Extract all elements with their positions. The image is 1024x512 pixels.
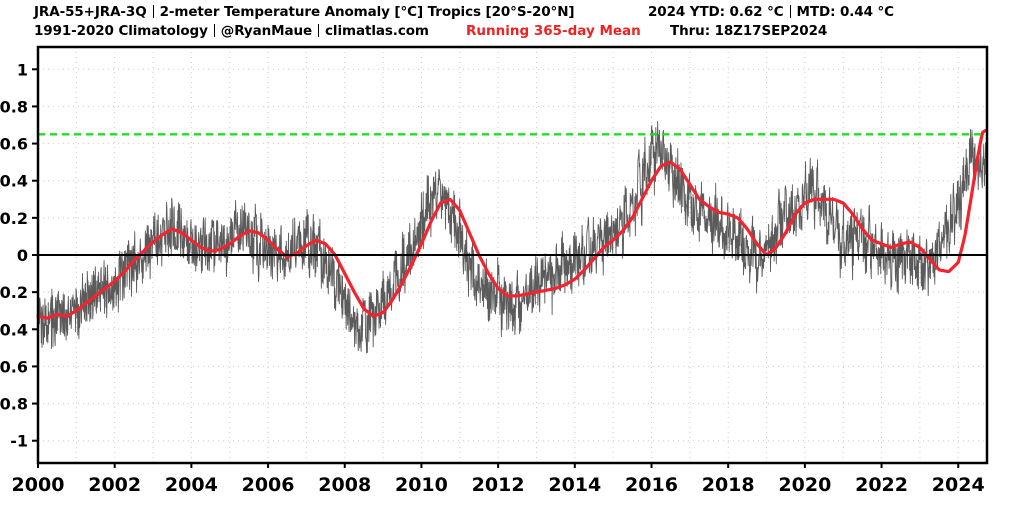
header-subtitle-line: 1991-2020 Climatology @RyanMaue climatlas.… <box>34 23 429 39</box>
svg-text:-1: -1 <box>10 432 28 451</box>
y-axis-labels: -1 -0.8 -0.6 -0.4 -0.2 0 0.2 0.4 0.6 0.8 1 <box>0 60 28 450</box>
svg-text:2006: 2006 <box>242 474 295 496</box>
variable-label: 2-meter Temperature Anomaly [°C] Tropics… <box>159 4 575 20</box>
svg-text:-0.6: -0.6 <box>0 357 28 376</box>
svg-text:2008: 2008 <box>318 474 371 496</box>
svg-text:-0.2: -0.2 <box>0 283 28 302</box>
svg-text:2018: 2018 <box>702 474 755 496</box>
svg-text:2000: 2000 <box>12 474 65 496</box>
svg-text:2004: 2004 <box>165 474 218 496</box>
title-separator-3 <box>318 24 320 37</box>
svg-text:2002: 2002 <box>88 474 141 496</box>
site-link[interactable]: climatlas.com <box>325 23 429 39</box>
reference-lines <box>38 133 987 256</box>
svg-text:0: 0 <box>17 246 28 265</box>
ytd-value: 2024 YTD: 0.62 °C <box>648 4 784 20</box>
svg-text:-0.8: -0.8 <box>0 395 28 414</box>
plot-frame <box>36 45 989 465</box>
stats-separator <box>789 5 791 18</box>
svg-text:0.8: 0.8 <box>0 97 28 116</box>
svg-text:0.4: 0.4 <box>0 172 28 191</box>
data-series <box>36 120 988 354</box>
header-title-line: JRA-55+JRA-3Q 2-meter Temperature Anomaly… <box>34 4 575 20</box>
title-separator-1 <box>152 5 154 18</box>
axis-ticks <box>32 68 960 468</box>
running-mean-legend-note: Running 365-day Mean <box>466 23 641 39</box>
svg-text:2016: 2016 <box>625 474 678 496</box>
svg-text:2024: 2024 <box>932 474 985 496</box>
svg-text:2010: 2010 <box>395 474 448 496</box>
author-handle: @RyanMaue <box>220 23 313 39</box>
chart-header: JRA-55+JRA-3Q 2-meter Temperature Anomaly… <box>0 0 1024 46</box>
svg-text:1: 1 <box>17 60 28 79</box>
svg-text:0.6: 0.6 <box>0 135 28 154</box>
mtd-value: MTD: 0.44 °C <box>796 4 895 20</box>
svg-text:0.2: 0.2 <box>0 209 28 228</box>
header-stats-line: 2024 YTD: 0.62 °C MTD: 0.44 °C <box>648 4 894 20</box>
x-axis-labels: 2000 2002 2004 2006 2008 2010 2012 2014 2016 2018… <box>12 474 985 496</box>
header-thru-line: Thru: 18Z17SEP2024 <box>670 23 828 39</box>
svg-text:-0.4: -0.4 <box>0 320 28 339</box>
climatology-label: 1991-2020 Climatology <box>34 23 208 39</box>
svg-text:2012: 2012 <box>472 474 525 496</box>
svg-text:2022: 2022 <box>855 474 908 496</box>
dataset-label: JRA-55+JRA-3Q <box>34 4 147 20</box>
svg-text:2014: 2014 <box>548 474 601 496</box>
svg-text:2020: 2020 <box>778 474 831 496</box>
title-separator-2 <box>213 24 215 37</box>
